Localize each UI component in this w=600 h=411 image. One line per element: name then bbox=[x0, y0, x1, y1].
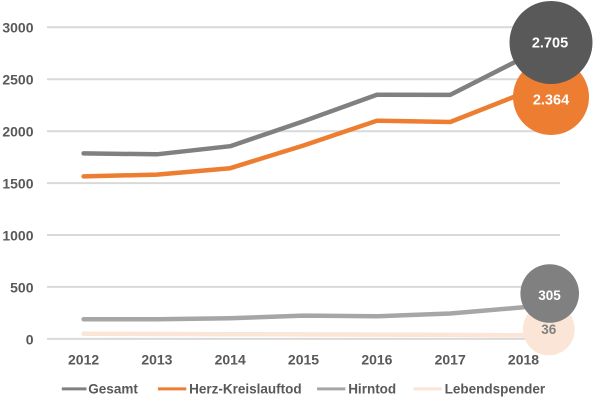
svg-text:2018: 2018 bbox=[508, 351, 539, 367]
svg-text:0: 0 bbox=[26, 331, 34, 347]
svg-text:Gesamt: Gesamt bbox=[88, 382, 138, 397]
svg-text:36: 36 bbox=[541, 322, 557, 337]
svg-text:2012: 2012 bbox=[68, 351, 99, 367]
svg-text:2.705: 2.705 bbox=[532, 35, 568, 51]
svg-text:2000: 2000 bbox=[2, 124, 33, 140]
svg-text:2014: 2014 bbox=[215, 351, 246, 367]
svg-text:2016: 2016 bbox=[361, 351, 392, 367]
svg-text:1500: 1500 bbox=[2, 176, 33, 192]
svg-text:Herz-Kreislauftod: Herz-Kreislauftod bbox=[189, 382, 302, 397]
svg-text:Hirntod: Hirntod bbox=[348, 382, 396, 397]
svg-text:500: 500 bbox=[10, 279, 34, 295]
svg-text:Lebendspender: Lebendspender bbox=[445, 382, 546, 397]
svg-text:2013: 2013 bbox=[141, 351, 172, 367]
svg-text:2017: 2017 bbox=[435, 351, 466, 367]
svg-text:2.364: 2.364 bbox=[533, 93, 569, 109]
svg-text:2015: 2015 bbox=[288, 351, 319, 367]
svg-text:2500: 2500 bbox=[2, 72, 33, 88]
svg-text:305: 305 bbox=[538, 288, 561, 303]
svg-text:3000: 3000 bbox=[2, 20, 33, 36]
svg-text:1000: 1000 bbox=[2, 227, 33, 243]
